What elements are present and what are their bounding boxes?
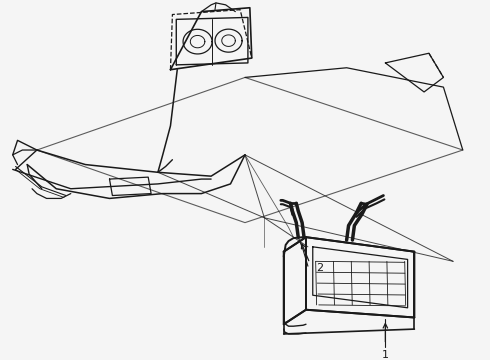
- Text: 2: 2: [316, 263, 323, 273]
- Text: 1: 1: [382, 350, 389, 360]
